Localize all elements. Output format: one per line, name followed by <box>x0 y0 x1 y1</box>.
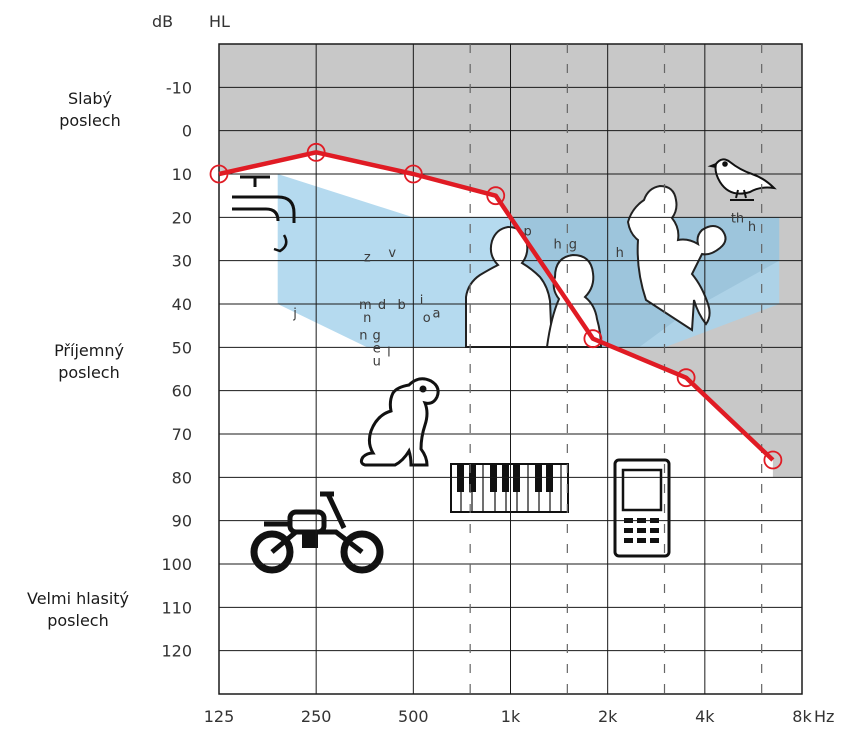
x-axis-ticks: 125 250 500 1k 2k 4k 8k <box>204 707 813 726</box>
hearing-threshold-series <box>209 142 783 470</box>
y-tick-label: 10 <box>172 165 192 184</box>
phoneme-label: th <box>731 211 744 226</box>
region-label-weak: Slabý poslech <box>40 88 140 132</box>
y-tick-label: 120 <box>161 642 192 661</box>
threshold-shaded-region <box>219 44 802 478</box>
y-unit-hl: HL <box>209 12 230 31</box>
phoneme-label: i <box>420 294 424 309</box>
dog-icon <box>359 377 440 467</box>
y-tick-label: 50 <box>172 338 192 357</box>
x-tick-label: 125 <box>204 707 235 726</box>
x-tick-label: 4k <box>695 707 715 726</box>
people-icon <box>465 184 727 348</box>
region-label-weak-line1: Slabý <box>67 89 113 108</box>
region-label-loud-line1: Velmi hlasitý <box>26 589 130 608</box>
y-tick-label: 40 <box>172 295 192 314</box>
region-label-comfortable: Příjemný poslech <box>34 340 144 384</box>
phoneme-label: l <box>387 346 391 361</box>
data-point-marker <box>486 186 506 206</box>
y-tick-label: 80 <box>172 468 192 487</box>
phone-icon <box>613 458 671 558</box>
phoneme-label: n <box>363 311 371 326</box>
bird-icon <box>707 158 777 201</box>
y-axis-ticks: -10 0 10 20 30 40 50 60 70 80 90 100 110 120 <box>161 78 192 660</box>
x-tick-label: 1k <box>501 707 521 726</box>
grid <box>218 43 803 695</box>
y-tick-label: 0 <box>182 122 192 141</box>
data-point-marker <box>403 164 423 184</box>
y-tick-label: 20 <box>172 208 192 227</box>
y-tick-label: 90 <box>172 512 192 531</box>
phoneme-label: h <box>554 237 562 252</box>
phoneme-label: h <box>748 220 756 235</box>
series-line <box>218 150 775 462</box>
motorcycle-icon <box>250 491 384 574</box>
y-tick-label: -10 <box>166 78 192 97</box>
region-label-loud-line2: poslech <box>47 611 109 630</box>
data-point-marker <box>676 368 696 388</box>
phoneme-label: d <box>378 298 386 313</box>
phoneme-label: p <box>523 224 531 239</box>
data-point-marker <box>209 164 229 184</box>
y-unit-db: dB <box>152 12 173 31</box>
phoneme-label: u <box>373 354 381 369</box>
x-tick-label: 500 <box>398 707 429 726</box>
phoneme-label: h <box>616 246 624 261</box>
phoneme-label: a <box>433 307 441 322</box>
region-label-weak-line2: poslech <box>59 111 121 130</box>
y-tick-label: 70 <box>172 425 192 444</box>
sound-icons <box>232 158 777 574</box>
x-tick-label: 2k <box>598 707 618 726</box>
x-tick-label: 250 <box>301 707 332 726</box>
phoneme-label: b <box>398 298 406 313</box>
y-tick-label: 30 <box>172 252 192 271</box>
phoneme-label: m <box>359 298 372 313</box>
piano-icon <box>450 463 569 513</box>
region-label-loud: Velmi hlasitý poslech <box>6 588 150 632</box>
phoneme-label: g <box>569 237 577 252</box>
phoneme-label: e <box>373 341 381 356</box>
phoneme-label: j <box>292 307 297 322</box>
y-tick-label: 60 <box>172 382 192 401</box>
region-label-comfortable-line2: poslech <box>58 363 120 382</box>
y-tick-label: 110 <box>161 598 192 617</box>
data-point-marker <box>583 329 603 349</box>
y-tick-label: 100 <box>161 555 192 574</box>
region-label-comfortable-line1: Příjemný <box>54 341 124 360</box>
phoneme-label: g <box>373 328 381 343</box>
phoneme-label: v <box>388 246 396 261</box>
x-unit-hz: Hz <box>814 707 834 726</box>
faucet-icon <box>232 175 296 253</box>
x-tick-label: 8k <box>792 707 812 726</box>
phoneme-label: z <box>364 250 371 265</box>
phoneme-label: n <box>359 328 367 343</box>
phoneme-label: o <box>423 311 431 326</box>
data-point-marker <box>763 450 783 470</box>
data-point-marker <box>306 142 326 162</box>
